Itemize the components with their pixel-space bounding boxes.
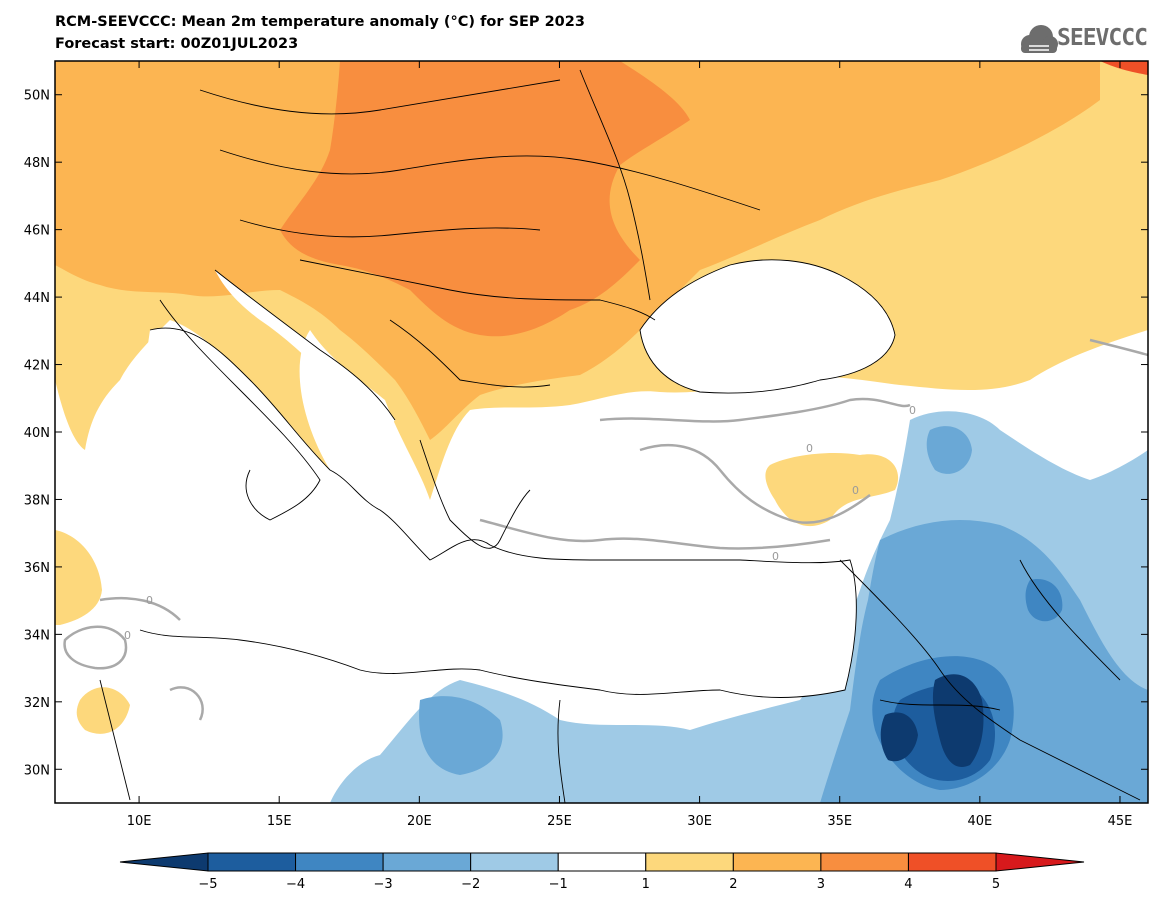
colorbar-tick-label: −4 [286, 877, 305, 892]
border [557, 699, 566, 803]
contour-label: 0 [772, 550, 779, 563]
lat-tick-label: 50N [24, 89, 50, 104]
lon-tick-label: 40E [967, 814, 992, 829]
colorbar-tick-label: 2 [729, 877, 737, 892]
coastline-greece [419, 439, 531, 549]
border [199, 79, 561, 115]
border [239, 219, 541, 238]
colorbar-tick-label: −3 [374, 877, 393, 892]
forecast-start-subtitle: Forecast start: 00Z01JUL2023 [55, 36, 299, 52]
colorbar-tick-label: 4 [904, 877, 912, 892]
lat-tick-label: 36N [24, 561, 50, 576]
colorbar-swatch [820, 852, 909, 872]
border [219, 149, 761, 211]
colorbar-swatch [470, 852, 559, 872]
colorbar-tick-label: −1 [549, 877, 568, 892]
contour-label: 0 [909, 404, 916, 417]
anomaly-area-anatolia [765, 453, 899, 527]
colorbar-swatch [645, 852, 734, 872]
contour-label: 0 [852, 484, 859, 497]
lon-tick-label: 15E [267, 814, 292, 829]
lat-tick-label: 34N [24, 628, 50, 643]
lon-tick-label: 20E [407, 814, 432, 829]
border [299, 259, 656, 321]
axis-ticks: 10E 15E 20E 25E 30E 35E 40E 45E 30N 32N 34N 36N 38N 4… [24, 61, 1148, 829]
lon-tick-label: 45E [1108, 814, 1133, 829]
contour-labels: 0 0 0 0 0 0 [124, 404, 916, 642]
map-title: RCM-SEEVCCC: Mean 2m temperature anomaly… [55, 14, 585, 30]
coastlines-and-borders [99, 69, 1141, 803]
lat-tick-label: 42N [24, 359, 50, 374]
lat-tick-label: 30N [24, 763, 50, 778]
lat-tick-label: 40N [24, 426, 50, 441]
colorbar-swatch [907, 852, 997, 872]
contour-line [99, 596, 181, 621]
anomaly-area-africa-west [55, 530, 130, 734]
border [579, 69, 651, 301]
coastline [139, 327, 857, 698]
anomaly-area-3-4 [280, 61, 690, 337]
colorbar-swatch [295, 852, 384, 872]
anomaly-area-4-5 [1100, 61, 1148, 75]
colorbar: −5 −4 −3 −2 −1 1 2 3 4 5 [119, 852, 1085, 892]
contour-label: 0 [124, 629, 131, 642]
colorbar-tick-label: 1 [642, 877, 650, 892]
lon-tick-label: 25E [547, 814, 572, 829]
colorbar-tick-label: −5 [198, 877, 217, 892]
contour-line [169, 686, 204, 721]
border [1019, 559, 1121, 681]
colorbar-swatch [382, 852, 472, 872]
border [879, 699, 1001, 711]
seevccc-logo [1021, 25, 1058, 53]
border [389, 319, 551, 388]
lat-tick-label: 46N [24, 224, 50, 239]
lat-tick-label: 44N [24, 291, 50, 306]
anomaly-area-below-minus5 [880, 674, 984, 768]
colorbar-above-max-triangle [995, 852, 1085, 872]
coastline-black-sea [639, 259, 896, 394]
contour-label: 0 [146, 594, 153, 607]
border [99, 679, 131, 801]
colorbar-tick-label: 5 [992, 877, 1000, 892]
colorbar-swatch [732, 852, 822, 872]
colorbar-swatch [557, 852, 647, 872]
colorbar-tick-label: −2 [461, 877, 480, 892]
contour-line [599, 397, 911, 423]
coastline-adriatic [214, 269, 396, 421]
coastline-italy [159, 299, 321, 521]
zero-contours [63, 338, 1148, 721]
sea-black-sea [640, 259, 895, 394]
sea-adriatic [215, 270, 395, 424]
lat-tick-label: 48N [24, 156, 50, 171]
contour-line [639, 443, 871, 524]
lon-tick-label: 35E [827, 814, 852, 829]
logo-text: SEEVCCC [1057, 25, 1148, 51]
contour-line [479, 518, 831, 550]
shaded-field [55, 61, 1148, 803]
contour-label: 0 [806, 442, 813, 455]
colorbar-below-min-triangle [119, 852, 209, 872]
cloud-icon [1021, 25, 1058, 53]
sea-mediterranean [100, 328, 857, 698]
contour-line [63, 625, 128, 670]
colorbar-tick-label: 3 [817, 877, 825, 892]
lon-tick-label: 10E [127, 814, 152, 829]
lat-tick-label: 38N [24, 493, 50, 508]
contour-line [1089, 338, 1148, 357]
lon-tick-label: 30E [687, 814, 712, 829]
colorbar-swatch [207, 852, 297, 872]
lat-tick-label: 32N [24, 696, 50, 711]
